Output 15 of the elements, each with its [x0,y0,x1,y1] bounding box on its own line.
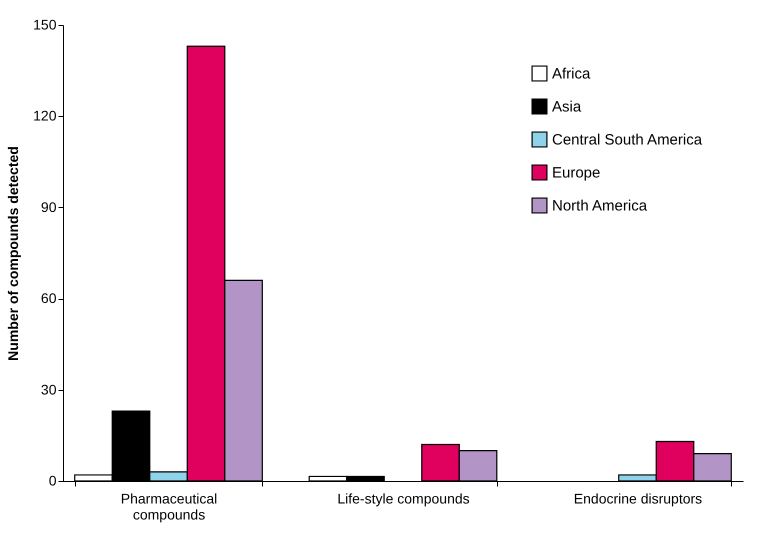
legend-label: Europe [552,164,600,182]
y-tick-label: 60 [40,290,57,306]
y-tick-label: 30 [40,381,57,398]
y-tick-label: 150 [33,16,57,32]
legend-label: Central South America [552,132,703,148]
y-tick-label: 90 [40,198,57,215]
x-tick-label: Life-style compounds [337,490,470,506]
y-tick-label: 120 [33,108,57,124]
legend-label: Africa [552,66,591,82]
y-axis-title: Number of compounds detected [5,146,22,361]
x-tick-label: Endocrine disruptors [574,490,702,506]
legend-label: Asia [552,98,582,116]
x-tick-label: Pharmaceutical compounds [120,490,218,522]
y-tick-label: 0 [48,472,57,488]
legend-label: North America [552,198,648,214]
